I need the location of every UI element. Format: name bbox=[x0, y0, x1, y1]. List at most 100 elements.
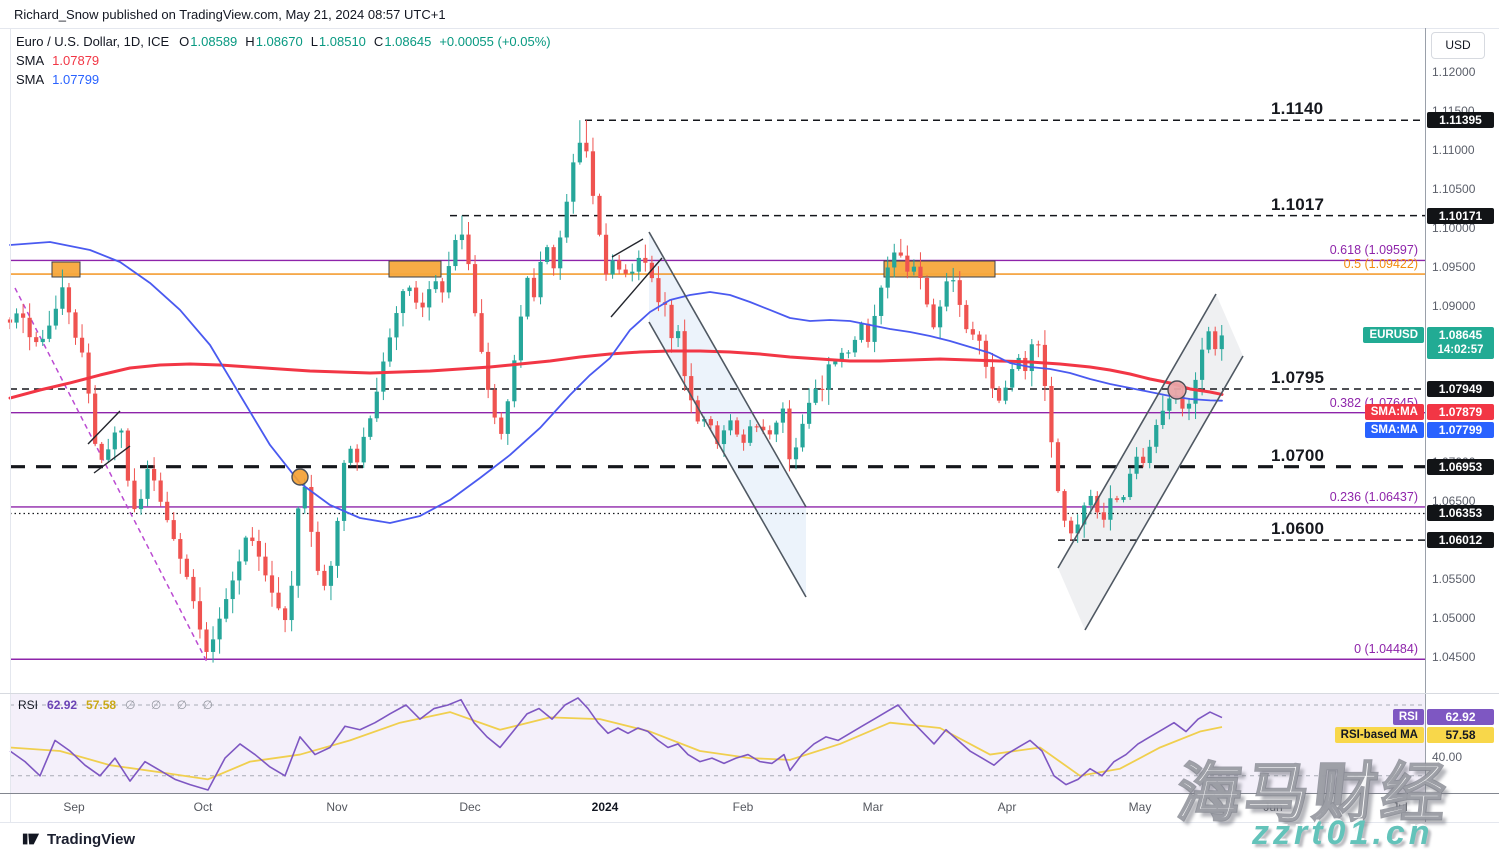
candle-body bbox=[1016, 357, 1021, 370]
candle-body bbox=[774, 422, 779, 435]
tradingview-brand[interactable]: TradingView bbox=[47, 830, 136, 848]
symbol-title[interactable]: Euro / U.S. Dollar, 1D, ICE bbox=[16, 34, 170, 49]
rsi-ma-line[interactable] bbox=[9, 711, 1223, 781]
supply-zone-box[interactable] bbox=[883, 260, 996, 278]
candle-body bbox=[283, 608, 288, 621]
candle-body bbox=[715, 425, 720, 445]
candle-body bbox=[361, 436, 366, 463]
candle-body bbox=[230, 580, 235, 600]
pennant-line[interactable] bbox=[610, 257, 663, 318]
candlestick-series[interactable] bbox=[7, 120, 1224, 663]
sma-red-line[interactable] bbox=[8, 349, 1224, 400]
candle-body bbox=[590, 151, 596, 196]
candle-body bbox=[538, 261, 543, 298]
ascending-channel-line[interactable] bbox=[1084, 355, 1244, 631]
level-test-marker[interactable] bbox=[1167, 380, 1187, 400]
candle-body bbox=[250, 537, 255, 542]
candle-body bbox=[86, 352, 91, 394]
candle-body bbox=[1213, 331, 1218, 350]
candle-body bbox=[387, 337, 392, 362]
candle-body bbox=[682, 331, 687, 377]
candle-body bbox=[872, 315, 877, 342]
candle-body bbox=[446, 266, 451, 293]
candle-body bbox=[479, 313, 484, 352]
rsi-legend[interactable]: RSI 62.92 57.58 ∅ ∅ ∅ ∅ bbox=[18, 698, 219, 712]
candle-body bbox=[355, 448, 360, 463]
symbol-legend: Euro / U.S. Dollar, 1D, ICE O1.08589 H1.… bbox=[16, 33, 551, 90]
candle-body bbox=[728, 420, 733, 431]
candle-body bbox=[466, 234, 471, 265]
pennant-line[interactable] bbox=[87, 410, 121, 445]
candle-body bbox=[1003, 387, 1008, 401]
sma-legend-row-2[interactable]: SMA 1.07799 bbox=[16, 71, 551, 88]
pennant-line[interactable] bbox=[611, 238, 644, 258]
open-label: O bbox=[179, 34, 190, 49]
candle-body bbox=[839, 352, 844, 362]
tradingview-logo-icon[interactable] bbox=[22, 830, 40, 848]
supply-zone-box[interactable] bbox=[388, 260, 442, 278]
candle-body bbox=[669, 304, 674, 339]
low-label: L bbox=[310, 34, 318, 49]
candle-body bbox=[21, 313, 26, 318]
candle-body bbox=[217, 618, 222, 640]
candle-body bbox=[1023, 357, 1028, 372]
candle-body bbox=[302, 486, 307, 509]
candle-body bbox=[1055, 442, 1061, 492]
candle-body bbox=[210, 639, 216, 652]
candle-body bbox=[237, 561, 242, 581]
candle-body bbox=[833, 361, 838, 365]
ohlc-close: C1.08645 bbox=[374, 34, 431, 49]
descending-channel-line[interactable] bbox=[648, 321, 807, 598]
candle-body bbox=[145, 468, 150, 499]
candle-body bbox=[296, 508, 301, 586]
candle-body bbox=[1154, 425, 1159, 447]
candle-body bbox=[630, 271, 635, 274]
supply-zone-box[interactable] bbox=[51, 261, 81, 278]
candle-body bbox=[1042, 344, 1047, 386]
candle-body bbox=[512, 360, 517, 402]
pennant-line[interactable] bbox=[93, 445, 131, 474]
candle-body bbox=[224, 599, 229, 619]
level-test-marker[interactable] bbox=[291, 468, 309, 486]
candle-body bbox=[1069, 520, 1074, 534]
candle-body bbox=[558, 237, 563, 269]
candle-body bbox=[328, 565, 334, 586]
candle-body bbox=[60, 287, 65, 309]
candle-body bbox=[885, 267, 890, 288]
sma-blue-line[interactable] bbox=[9, 241, 1223, 524]
sma-legend-row-1[interactable]: SMA 1.07879 bbox=[16, 52, 551, 69]
candle-body bbox=[676, 331, 681, 339]
candle-body bbox=[197, 601, 203, 630]
candle-body bbox=[741, 434, 746, 443]
candle-body bbox=[767, 430, 772, 435]
candle-body bbox=[852, 339, 858, 353]
ascending-channel-line[interactable] bbox=[1057, 293, 1217, 569]
downtrend-line[interactable] bbox=[14, 287, 208, 663]
candle-body bbox=[27, 317, 32, 338]
publish-byline: Richard_Snow published on TradingView.co… bbox=[14, 7, 446, 22]
candle-body bbox=[820, 388, 825, 390]
descending-channel-line[interactable] bbox=[648, 231, 807, 508]
candle-body bbox=[40, 338, 45, 343]
candle-body bbox=[499, 417, 504, 434]
candle-body bbox=[977, 334, 982, 341]
candle-body bbox=[93, 393, 98, 444]
rsi-label: RSI bbox=[18, 698, 39, 712]
candle-body bbox=[826, 364, 831, 390]
candle-body bbox=[905, 255, 910, 272]
sma2-value: 1.07799 bbox=[52, 72, 100, 87]
rsi-line[interactable] bbox=[9, 697, 1223, 791]
candle-body bbox=[158, 480, 163, 502]
candle-body bbox=[892, 252, 897, 268]
currency-button[interactable]: USD bbox=[1431, 32, 1485, 59]
candle-body bbox=[178, 539, 183, 559]
candle-body bbox=[1108, 498, 1113, 520]
candle-body bbox=[800, 423, 805, 448]
candle-body bbox=[545, 247, 550, 262]
candle-body bbox=[440, 281, 445, 293]
candle-body bbox=[1095, 495, 1100, 513]
high-label: H bbox=[245, 34, 255, 49]
candle-body bbox=[34, 337, 39, 343]
